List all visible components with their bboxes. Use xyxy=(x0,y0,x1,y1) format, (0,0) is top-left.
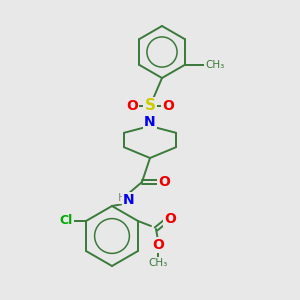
Text: O: O xyxy=(158,175,170,189)
Text: O: O xyxy=(162,99,174,113)
Text: N: N xyxy=(144,115,156,129)
Text: Cl: Cl xyxy=(59,214,73,227)
Text: CH₃: CH₃ xyxy=(148,258,168,268)
Text: O: O xyxy=(152,238,164,252)
Text: H: H xyxy=(118,193,126,203)
Text: S: S xyxy=(145,98,155,113)
Text: O: O xyxy=(126,99,138,113)
Text: O: O xyxy=(164,212,176,226)
Text: N: N xyxy=(123,193,135,207)
Text: CH₃: CH₃ xyxy=(205,60,224,70)
